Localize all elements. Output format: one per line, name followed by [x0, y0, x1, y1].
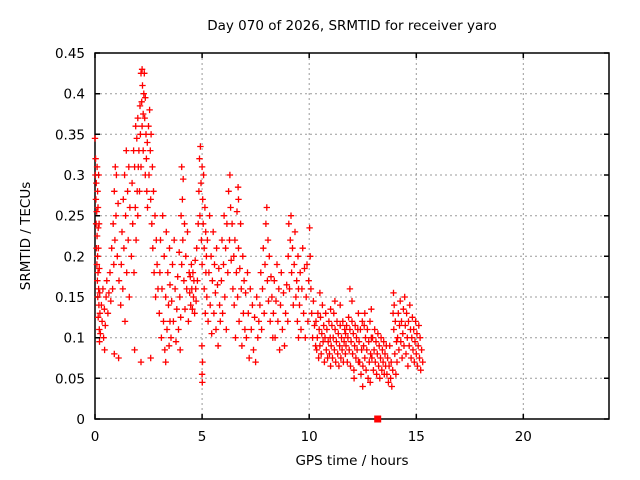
x-tick-label: 5 — [198, 429, 207, 445]
x-axis-title: GPS time / hours — [295, 453, 409, 469]
y-tick-label: 0.05 — [55, 371, 85, 387]
scatter-points — [91, 66, 426, 390]
chart-title: Day 070 of 2026, SRMTID for receiver yar… — [207, 18, 497, 34]
x-tick-label: 15 — [408, 429, 425, 445]
y-tick-label: 0.45 — [55, 46, 85, 62]
y-tick-label: 0 — [76, 412, 85, 428]
gap-square-marker — [374, 415, 382, 423]
y-tick-label: 0.3 — [64, 168, 85, 184]
y-tick-label: 0.2 — [64, 249, 85, 265]
y-tick-label: 0.1 — [64, 331, 85, 347]
axis-ticks — [94, 52, 609, 420]
y-tick-label: 0.35 — [55, 127, 85, 143]
x-tick-label: 20 — [515, 429, 532, 445]
plot-border — [94, 52, 610, 420]
y-tick-label: 0.4 — [64, 87, 85, 103]
y-tick-label: 0.25 — [55, 209, 85, 225]
y-tick-label: 0.15 — [55, 290, 85, 306]
x-tick-label: 0 — [91, 429, 100, 445]
x-tick-label: 10 — [301, 429, 318, 445]
